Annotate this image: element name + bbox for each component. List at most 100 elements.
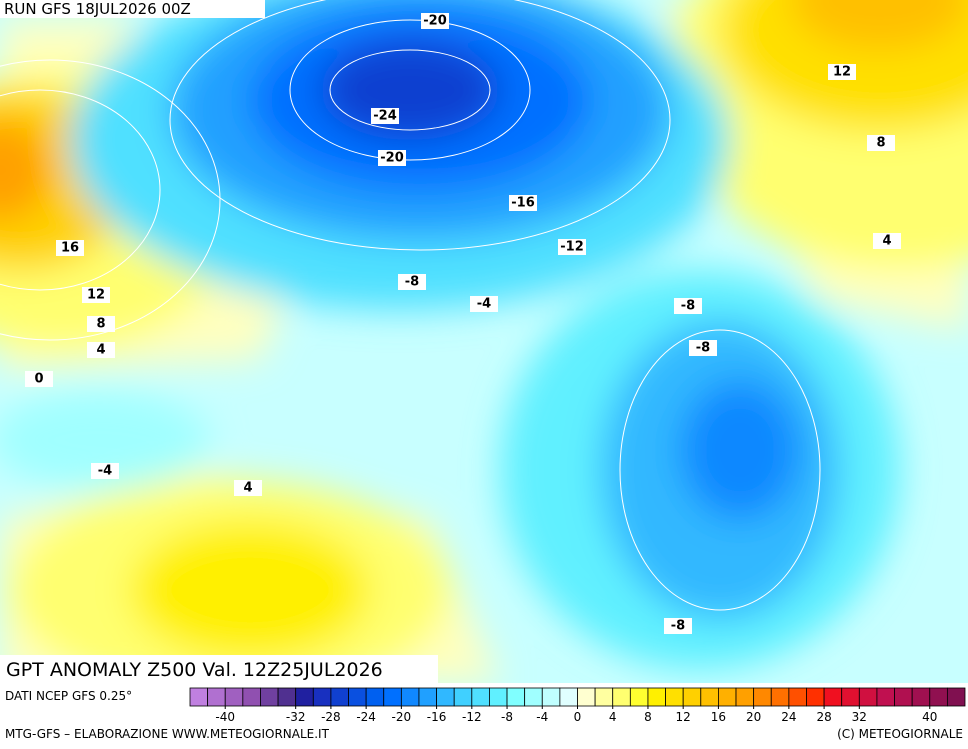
- colorbar-swatch: [224, 687, 244, 707]
- colorbar-swatch: [823, 687, 843, 707]
- contour-label: -8: [671, 619, 685, 634]
- colorbar-swatch: [207, 687, 226, 707]
- copyright: (C) METEOGIORNALE: [837, 727, 963, 741]
- contour-label: -4: [98, 464, 112, 479]
- contour-label-bg: [87, 342, 115, 358]
- colorbar-swatch: [277, 687, 297, 707]
- contour-label-bg: [421, 13, 449, 29]
- contour-label: -16: [511, 196, 535, 211]
- contour-label-bg: [867, 135, 895, 151]
- colorbar-tick-label: 40: [922, 710, 937, 724]
- colorbar-tick-label: 16: [711, 710, 726, 724]
- contour-label-bg: [828, 64, 856, 80]
- colorbar-swatch: [946, 687, 966, 707]
- colorbar-swatch: [312, 687, 332, 707]
- contour-label: 4: [96, 343, 105, 358]
- contour-label: -8: [696, 341, 710, 356]
- colorbar-tick-label: -40: [215, 710, 235, 724]
- contour-label: -24: [373, 109, 397, 124]
- colorbar-swatch: [471, 687, 490, 707]
- colorbar-tick-label: -20: [392, 710, 412, 724]
- header: RUN GFS 18JUL2026 00Z: [4, 0, 191, 18]
- source: DATI NCEP GFS 0.25°: [5, 689, 132, 703]
- contour-label-bg: [689, 340, 717, 356]
- colorbar-tick-label: -24: [356, 710, 376, 724]
- colorbar-swatch: [436, 687, 455, 707]
- colorbar-tick-label: -4: [536, 710, 548, 724]
- colorbar-swatch: [524, 687, 543, 707]
- colorbar-tick-label: -12: [462, 710, 482, 724]
- colorbar-swatch: [718, 687, 737, 707]
- contour-label: -4: [477, 297, 491, 312]
- contour-label-bg: [470, 296, 498, 312]
- header-box: [0, 0, 265, 18]
- contour-label: -12: [560, 240, 584, 255]
- contour-label: 12: [87, 288, 105, 303]
- contour-label-bg: [664, 618, 692, 634]
- title-box: [0, 655, 438, 683]
- colorbar-swatch: [682, 687, 702, 707]
- contour-label-bg: [509, 195, 537, 211]
- colorbar-swatch: [400, 687, 420, 707]
- colorbar-tick-label: -32: [286, 710, 306, 724]
- colorbar-swatch: [753, 687, 772, 707]
- contour-label-bg: [56, 240, 84, 256]
- colorbar-swatch: [242, 687, 261, 707]
- colorbar-swatch: [788, 687, 807, 707]
- colorbar-swatch: [858, 687, 878, 707]
- contour-labels: -20 -24 -20 -16 -12 -8 -4 -8 -8 -8 16 12 8 4 0 -4 4 12 8 4: [25, 13, 901, 634]
- colorbar-swatch: [189, 687, 209, 707]
- contour-label: 12: [833, 65, 851, 80]
- colorbar-swatch: [735, 687, 755, 707]
- colorbar-swatch: [911, 687, 931, 707]
- colorbar-swatch: [489, 687, 508, 707]
- contour-label-bg: [91, 463, 119, 479]
- contour-label: -8: [405, 275, 419, 290]
- colorbar-swatch: [260, 687, 279, 707]
- colorbar-swatch: [700, 687, 719, 707]
- colorbar-swatch: [383, 687, 402, 707]
- colorbar-swatch: [453, 687, 473, 707]
- contour-label-bg: [378, 150, 406, 166]
- colorbar-swatch: [647, 687, 666, 707]
- colorbar-tick-label: 12: [676, 710, 691, 724]
- colorbar-tick-label: 8: [644, 710, 652, 724]
- contour-label-bg: [82, 287, 110, 303]
- colorbar-swatch: [770, 687, 790, 707]
- credit: MTG-GFS – ELABORAZIONE WWW.METEOGIORNALE…: [5, 727, 330, 741]
- colorbar-tick-label: 28: [816, 710, 831, 724]
- contour-label: -20: [423, 14, 447, 29]
- contour-label: -8: [681, 299, 695, 314]
- contour-label: 16: [61, 241, 79, 256]
- contour-label: 8: [96, 317, 105, 332]
- contour-label: -20: [380, 151, 404, 166]
- contour-label-bg: [371, 108, 399, 124]
- contour-lines: [0, 0, 821, 611]
- colorbar-swatch: [330, 687, 349, 707]
- colorbar-tick-label: 24: [781, 710, 796, 724]
- colorbar-tick-label: -16: [427, 710, 447, 724]
- colorbar-swatch: [665, 687, 684, 707]
- colorbar-tick-label: -8: [501, 710, 513, 724]
- contour-label-bg: [398, 274, 426, 290]
- colorbar-swatch: [876, 687, 895, 707]
- contour-label: 4: [243, 481, 252, 496]
- colorbar-tick-label: -28: [321, 710, 341, 724]
- contour-label-bg: [558, 239, 586, 255]
- colorbar-swatch: [612, 687, 631, 707]
- colorbar-swatch: [806, 687, 825, 707]
- anomaly-field: [0, 0, 968, 683]
- contour-label-bg: [234, 480, 262, 496]
- colorbar-tick-label: 4: [609, 710, 617, 724]
- colorbar-swatch: [894, 687, 913, 707]
- colorbar-tick-label: 20: [746, 710, 761, 724]
- contour-label: 8: [876, 136, 885, 151]
- colorbar-swatch: [418, 687, 437, 707]
- colorbar-tick-label: 0: [574, 710, 582, 724]
- colorbar-swatch: [559, 687, 578, 707]
- contour-label-bg: [25, 371, 53, 387]
- colorbar-swatch: [841, 687, 860, 707]
- contour-label-bg: [873, 233, 901, 249]
- colorbar-swatch: [629, 687, 649, 707]
